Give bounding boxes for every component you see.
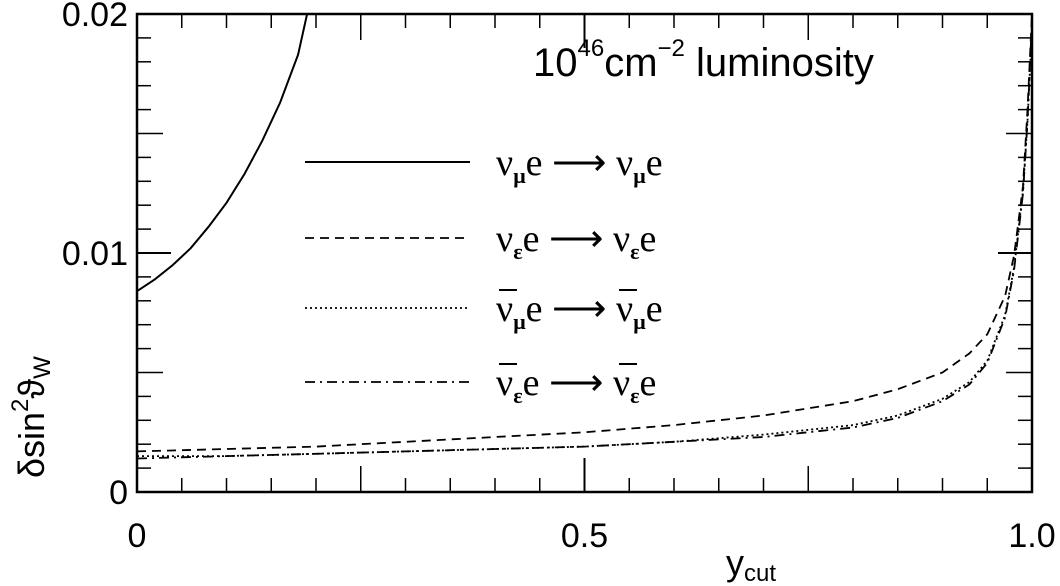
legend-nu: ν bbox=[496, 288, 513, 330]
legend-nu-sub: μ bbox=[513, 309, 526, 334]
y-axis-label: δsin2ϑW bbox=[7, 356, 56, 478]
legend-end: e bbox=[646, 288, 663, 330]
legend-nu-2: ν bbox=[613, 218, 630, 260]
series-line-1 bbox=[137, 14, 309, 293]
y-tick-label: 0 bbox=[109, 474, 128, 512]
legend-nu-2: ν bbox=[616, 142, 633, 184]
series-layer bbox=[137, 14, 1032, 460]
annotation-base: 10 bbox=[533, 41, 578, 85]
legend-entry: νεe ⟶ νεe bbox=[305, 362, 656, 408]
legend-label: νμe ⟶ νμe bbox=[496, 142, 663, 188]
legend-nu-sub: ε bbox=[513, 239, 522, 264]
legend-nu-2: ν bbox=[616, 288, 633, 330]
legend-entry: νμe ⟶ νμe bbox=[305, 142, 663, 188]
legend-nu-sub-2: ε bbox=[630, 239, 639, 264]
annotation-unit: cm bbox=[604, 41, 657, 85]
legend-nu-sub: ε bbox=[513, 383, 522, 408]
y-axis-label-sub: W bbox=[29, 356, 56, 379]
annotation-exp: 46 bbox=[578, 35, 605, 62]
y-tick-label: 0.01 bbox=[62, 235, 128, 273]
legend-nu-2: ν bbox=[613, 362, 630, 404]
legend-nu: ν bbox=[496, 218, 513, 260]
legend-nu-sub-2: μ bbox=[633, 309, 646, 334]
x-tick-labels: 0 0.5 1.0 bbox=[128, 517, 1056, 555]
legend-arrow: e ⟶ bbox=[526, 288, 616, 330]
annotation-unit-exp: −2 bbox=[658, 35, 685, 62]
legend-nu: ν bbox=[496, 362, 513, 404]
legend-end: e bbox=[640, 362, 657, 404]
legend-label: νμe ⟶ νμe bbox=[496, 288, 663, 334]
legend-arrow: e ⟶ bbox=[526, 142, 616, 184]
legend-label: νεe ⟶ νεe bbox=[496, 362, 656, 408]
y-tick-label: 0.02 bbox=[62, 0, 128, 34]
x-axis-label-main: y bbox=[726, 542, 744, 583]
plot-frame bbox=[135, 12, 1034, 494]
legend-end: e bbox=[646, 142, 663, 184]
legend-label: νεe ⟶ νεe bbox=[496, 218, 656, 264]
y-axis-label-main: δsin bbox=[11, 412, 52, 478]
series-line-2 bbox=[137, 14, 1032, 453]
x-axis-label: ycut bbox=[726, 542, 776, 586]
x-axis-label-sub: cut bbox=[744, 560, 776, 586]
legend-nu: ν bbox=[496, 142, 513, 184]
x-tick-label: 1.0 bbox=[1008, 517, 1055, 555]
legend-arrow: e ⟶ bbox=[523, 362, 613, 404]
annotation-rest: luminosity bbox=[685, 41, 874, 85]
series-line-3 bbox=[137, 25, 1032, 457]
x-tick-label: 0 bbox=[128, 517, 147, 555]
legend-nu-sub-2: ε bbox=[630, 383, 639, 408]
y-axis-label-sup: 2 bbox=[7, 399, 34, 412]
y-tick-labels: 0 0.01 0.02 bbox=[62, 0, 128, 512]
y-axis-label-theta: ϑ bbox=[11, 379, 52, 399]
luminosity-annotation: 1046cm−2 luminosity bbox=[533, 35, 874, 85]
x-tick-label: 0.5 bbox=[561, 517, 608, 555]
minor-ticks bbox=[137, 14, 1032, 492]
legend-nu-sub: μ bbox=[513, 163, 526, 188]
legend-arrow: e ⟶ bbox=[523, 218, 613, 260]
legend-entry: νμe ⟶ νμe bbox=[305, 288, 663, 334]
legend-nu-sub-2: μ bbox=[633, 163, 646, 188]
legend-end: e bbox=[640, 218, 657, 260]
legend-entry: νεe ⟶ νεe bbox=[305, 218, 656, 264]
